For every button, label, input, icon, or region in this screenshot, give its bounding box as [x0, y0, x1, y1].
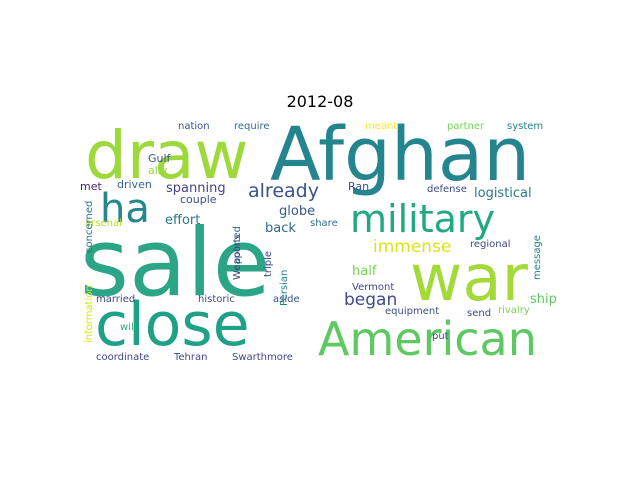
word-rivalry: rivalry — [498, 305, 530, 316]
word-swarthmore: Swarthmore — [232, 352, 293, 363]
word-system: system — [507, 121, 543, 132]
word-war: war — [410, 242, 529, 316]
word-draw: draw — [85, 117, 248, 194]
word-afghan: Afghan — [270, 112, 530, 198]
word-defense: defense — [427, 184, 467, 195]
word-arsenal: arsenal — [85, 218, 122, 229]
word-ally: ally — [148, 164, 168, 177]
word-close: close — [95, 290, 250, 360]
word-half: half — [352, 264, 377, 279]
word-message: message — [532, 235, 543, 280]
word-driven: driven — [117, 178, 152, 191]
word-information: information — [84, 285, 95, 343]
word-met: met — [80, 180, 102, 193]
word-back: back — [265, 221, 296, 236]
word-couple: couple — [180, 193, 217, 206]
word-meant: meant — [365, 121, 397, 132]
word-gulf: Gulf — [148, 152, 172, 165]
word-concerned: concerned — [84, 201, 95, 253]
word-send: send — [467, 308, 491, 319]
word-regional: regional — [470, 239, 511, 250]
word-partner: partner — [447, 121, 485, 132]
word-put: put — [432, 331, 449, 342]
word-already: already — [248, 180, 319, 202]
word-require: require — [234, 121, 270, 132]
word-persian: Persian — [279, 270, 290, 306]
word-aside: aside — [273, 294, 300, 305]
word-spanning: spanning — [166, 181, 226, 196]
word-logistical: logistical — [474, 186, 532, 201]
word-american: American — [318, 312, 537, 366]
word-equipment: equipment — [385, 306, 439, 317]
word-vermont: Vermont — [352, 282, 394, 293]
word-ship: ship — [530, 292, 557, 307]
word-ran: Ran — [348, 180, 369, 193]
word-pointed: pointed — [232, 226, 243, 264]
word-triple: triple — [263, 251, 274, 277]
word-sale: sale — [80, 209, 271, 318]
word-globe: globe — [279, 204, 315, 219]
word-nation: nation — [178, 121, 210, 132]
word-coordinate: coordinate — [96, 352, 149, 363]
word-tehran: Tehran — [173, 352, 207, 363]
word-share: share — [310, 218, 338, 229]
chart-title: 2012-08 — [286, 92, 354, 111]
word-historic: historic — [198, 294, 235, 305]
word-weapons: Weapons — [232, 234, 243, 280]
word-effort: effort — [165, 213, 200, 228]
word-immense: immense — [373, 237, 451, 257]
word-will: will — [120, 322, 137, 333]
word-ha: ha — [100, 186, 150, 232]
word-military: military — [350, 197, 495, 241]
word-married: married — [96, 294, 135, 305]
word-began: began — [344, 290, 397, 310]
